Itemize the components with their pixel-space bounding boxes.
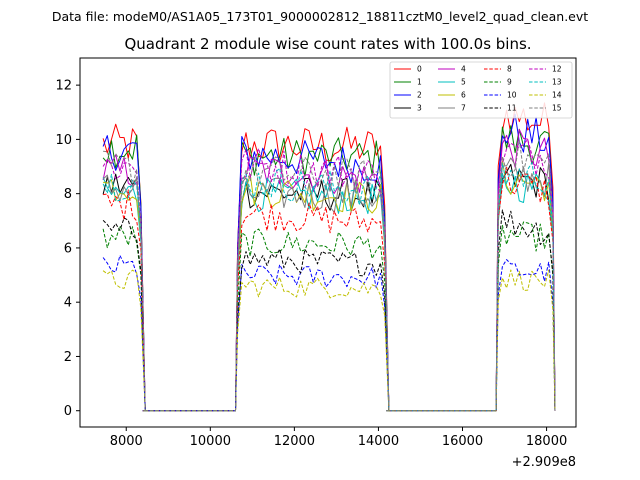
y-tick-label-3: 6 — [64, 241, 72, 256]
legend-label-3: 3 — [417, 104, 422, 113]
x-tick-label-4: 16000 — [442, 434, 483, 449]
legend-label-14: 14 — [552, 91, 562, 100]
legend-label-1: 1 — [417, 78, 422, 87]
x-axis: 8000 10000 12000 14000 16000 18000 — [110, 427, 567, 449]
y-tick-label-0: 0 — [64, 404, 72, 419]
chart-suptitle: Data file: modeM0/AS1A05_173T01_90000028… — [52, 9, 588, 24]
y-axis: 0 2 4 6 8 10 12 — [55, 79, 80, 419]
legend-label-5: 5 — [461, 78, 466, 87]
x-tick-label-3: 14000 — [358, 434, 399, 449]
chart-title: Quadrant 2 module wise count rates with … — [124, 35, 531, 53]
legend-label-7: 7 — [461, 104, 466, 113]
legend-label-8: 8 — [507, 65, 512, 74]
y-tick-label-1: 2 — [64, 350, 72, 365]
legend-label-9: 9 — [507, 78, 512, 87]
legend-label-6: 6 — [461, 91, 466, 100]
x-tick-label-2: 12000 — [274, 434, 315, 449]
legend-label-4: 4 — [461, 65, 466, 74]
y-tick-label-6: 12 — [55, 79, 72, 94]
x-tick-label-0: 8000 — [110, 434, 143, 449]
legend-label-12: 12 — [552, 65, 562, 74]
legend-label-0: 0 — [417, 65, 422, 74]
y-tick-label-2: 4 — [64, 296, 72, 311]
series-layer — [102, 102, 556, 412]
legend-label-15: 15 — [552, 104, 562, 113]
x-tick-label-5: 18000 — [526, 434, 567, 449]
x-offset-label: +2.909e8 — [512, 455, 576, 470]
series-line-15 — [103, 139, 556, 412]
legend-label-2: 2 — [417, 91, 422, 100]
y-tick-label-4: 8 — [64, 187, 72, 202]
plot-frame — [79, 57, 577, 428]
legend-label-13: 13 — [552, 78, 562, 87]
legend-label-11: 11 — [507, 104, 517, 113]
legend-box — [389, 61, 573, 119]
y-tick-label-5: 10 — [55, 133, 72, 148]
legend-label-10: 10 — [507, 91, 517, 100]
x-tick-label-1: 10000 — [190, 434, 231, 449]
